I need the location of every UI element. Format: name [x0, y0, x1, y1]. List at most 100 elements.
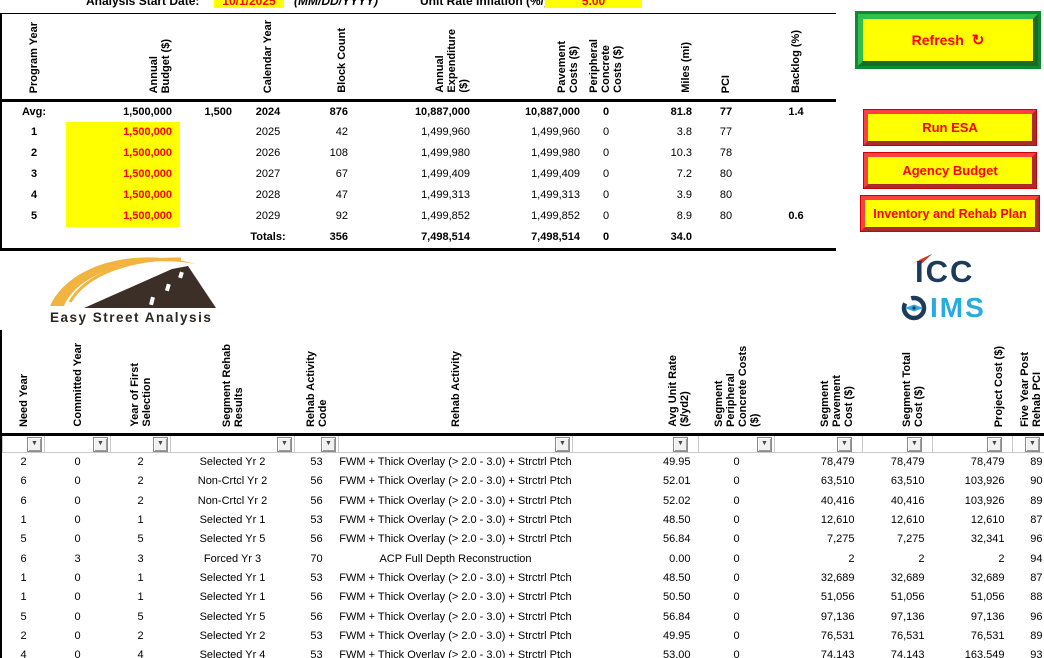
header-cell: Year of First Selection — [110, 330, 171, 436]
filter-dropdown-button[interactable]: ▼ — [93, 437, 108, 452]
table-row: 1 0 1 Selected Yr 1 53 FWM + Thick Overlay (>… — [3, 568, 1044, 587]
cell: 2 — [137, 456, 144, 469]
column-header: Segment Total Cost ($) — [900, 352, 925, 427]
filter-cell: ▼ — [2, 434, 45, 453]
cell: 56 — [310, 610, 323, 623]
filter-dropdown-button[interactable]: ▼ — [555, 437, 570, 452]
cell: 88 — [1030, 591, 1043, 604]
cell: 70 — [310, 552, 323, 565]
cell: 81.8 — [670, 105, 692, 118]
cell: 1,500 — [204, 105, 232, 118]
cell: 0 — [733, 494, 740, 507]
cell: 2 — [848, 552, 855, 565]
table-row: 5 0 5 Selected Yr 5 56 FWM + Thick Overlay (>… — [3, 530, 1044, 549]
compass-icon — [901, 295, 927, 321]
cell: 1 — [137, 591, 144, 604]
annual-budget-input[interactable]: 1,500,000 — [66, 205, 180, 227]
cell: 0 — [602, 126, 610, 138]
cell: 78 — [719, 147, 733, 159]
cell: 32,689 — [890, 571, 925, 584]
cell — [696, 226, 756, 251]
filter-dropdown-button[interactable]: ▼ — [837, 437, 852, 452]
annual-budget-input[interactable]: 1,500,000 — [66, 121, 180, 143]
filter-dropdown-button[interactable]: ▼ — [673, 437, 688, 452]
annual-budget-input[interactable]: 1,500,000 — [66, 184, 180, 206]
cell: 2 — [20, 456, 27, 469]
cell: 1,499,980 — [531, 147, 580, 159]
cell: 0 — [74, 591, 81, 604]
column-header: Five Year Post Rehab PCI — [1018, 351, 1043, 427]
cell: 2027 — [255, 168, 281, 180]
inventory-rehab-plan-button[interactable]: Inventory and Rehab Plan — [861, 196, 1039, 231]
cell — [180, 226, 236, 251]
cell: 49.95 — [662, 456, 691, 469]
cell: 78,479 — [970, 456, 1005, 469]
header-cell: Rehab Activity — [338, 330, 573, 436]
cell: 67 — [335, 168, 348, 180]
cell: 89 — [1030, 629, 1043, 642]
column-header: Calendar Year — [262, 19, 274, 93]
table-row: 1 0 1 Selected Yr 1 53 FWM + Thick Overlay (>… — [3, 510, 1044, 529]
cell: 2025 — [255, 126, 281, 138]
filter-dropdown-button[interactable]: ▼ — [907, 437, 922, 452]
cell: 87 — [1030, 571, 1043, 584]
start-date-input[interactable]: 10/1/2025 — [214, 0, 284, 8]
cell: FWM + Thick Overlay (> 2.0 - 3.0) + Strc… — [339, 591, 572, 604]
cell: 0 — [74, 533, 81, 546]
header-cell: Committed Year — [44, 330, 111, 436]
cell: 53 — [310, 649, 323, 658]
filter-dropdown-button[interactable]: ▼ — [987, 437, 1002, 452]
cell: Selected Yr 5 — [199, 533, 266, 546]
cell: 3.8 — [676, 126, 692, 138]
filter-dropdown-button[interactable]: ▼ — [1025, 437, 1040, 452]
cell — [66, 226, 180, 251]
cell — [756, 122, 836, 143]
cell: 89 — [1030, 456, 1043, 469]
cell: 7,275 — [896, 533, 925, 546]
cell: 7,498,514 — [356, 226, 476, 251]
cell: 2028 — [255, 189, 281, 201]
cell: 8.9 — [676, 210, 692, 222]
cell: 0 — [733, 475, 740, 488]
refresh-button[interactable]: Refresh ↻ — [858, 14, 1038, 66]
cell: 0 — [733, 571, 740, 584]
cell: 12,610 — [890, 514, 925, 527]
cell: 1,499,852 — [531, 210, 580, 222]
cell: 0 — [74, 649, 81, 658]
cell: 53 — [310, 456, 323, 469]
cell — [756, 164, 836, 185]
cell: Selected Yr 1 — [199, 571, 266, 584]
cell: 1 — [137, 571, 144, 584]
table-row: 4 0 4 Selected Yr 4 53 FWM + Thick Overlay (>… — [3, 645, 1044, 658]
cell: 51,056 — [820, 591, 855, 604]
header-cell: Project Cost ($) — [932, 330, 1013, 436]
filter-dropdown-button[interactable]: ▼ — [153, 437, 168, 452]
cell: 2024 — [255, 105, 281, 118]
annual-budget-input[interactable]: 1,500,000 — [66, 163, 180, 185]
cell: Totals: — [236, 226, 300, 251]
annual-budget-input[interactable]: 1,500,000 — [66, 142, 180, 164]
cell: 48.50 — [662, 514, 691, 527]
cell: 40,416 — [820, 494, 855, 507]
header-cell: Five Year Post Rehab PCI — [1012, 330, 1044, 436]
analysis-settings-row: Analysis Start Date: 10/1/2025 (MM/DD/YY… — [0, 0, 1044, 13]
cell — [756, 226, 836, 251]
header-cell: Need Year — [2, 330, 45, 436]
header-cell: Peripheral Concrete Costs ($) — [586, 14, 626, 102]
filter-dropdown-button[interactable]: ▼ — [321, 437, 336, 452]
inflation-input[interactable]: 5.00 — [545, 0, 642, 8]
header-cell: PCI — [696, 14, 756, 102]
cell: 50.50 — [662, 591, 691, 604]
run-esa-button[interactable]: Run ESA — [864, 110, 1036, 145]
agency-budget-button[interactable]: Agency Budget — [864, 153, 1036, 188]
filter-dropdown-button[interactable]: ▼ — [277, 437, 292, 452]
cell: 1 — [20, 514, 27, 527]
cell: 0 — [74, 571, 81, 584]
filter-dropdown-button[interactable]: ▼ — [27, 437, 42, 452]
filter-dropdown-button[interactable]: ▼ — [757, 437, 772, 452]
column-header: Segment Rehab Results — [220, 343, 245, 427]
cell: 0 — [74, 514, 81, 527]
filter-cell: ▼ — [572, 434, 699, 453]
cell: 94 — [1030, 552, 1043, 565]
